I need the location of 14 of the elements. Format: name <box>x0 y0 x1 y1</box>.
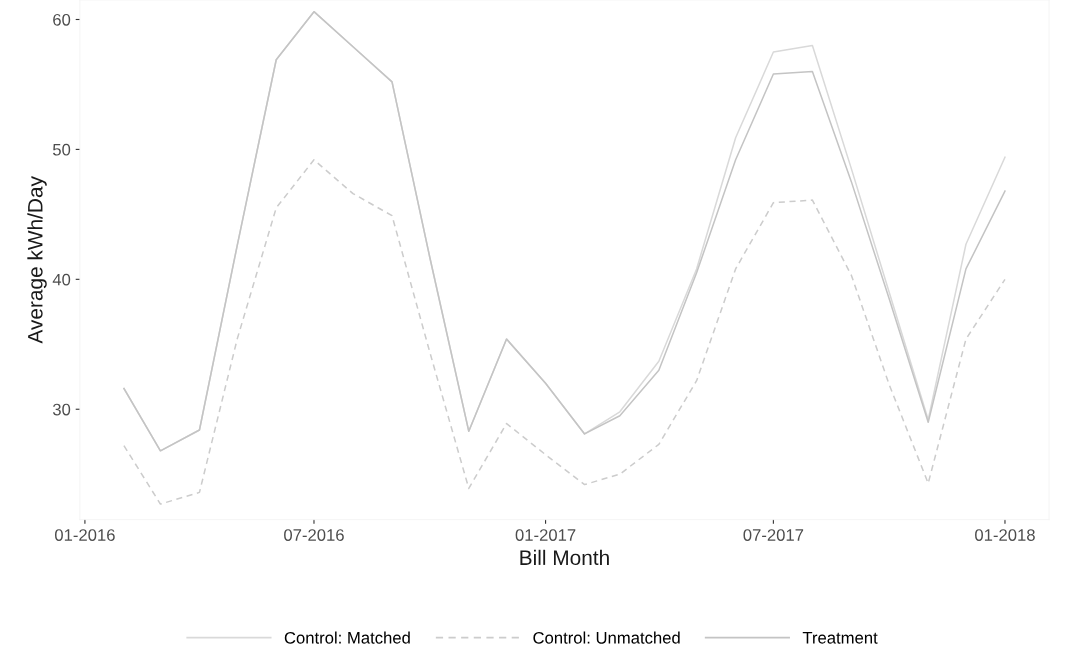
x-tick-label: 07-2016 <box>284 529 344 541</box>
y-axis-title: Average kWh/Day <box>27 176 47 344</box>
legend-label: Treatment <box>802 632 878 644</box>
x-tick-label: 07-2017 <box>743 529 804 541</box>
y-tick-label: 60 <box>53 13 71 26</box>
legend-label: Control: Unmatched <box>533 631 680 644</box>
y-tick-label: 40 <box>52 273 71 286</box>
legend-label: Control: Matched <box>284 631 410 644</box>
x-tick-label: 01-2017 <box>515 529 576 541</box>
y-tick-label: 50 <box>52 143 71 156</box>
y-tick-label: 30 <box>52 403 71 416</box>
x-axis-title: Bill Month <box>520 549 609 566</box>
x-tick-label: 01-2018 <box>975 529 1035 541</box>
x-tick-label: 01-2016 <box>54 529 115 541</box>
